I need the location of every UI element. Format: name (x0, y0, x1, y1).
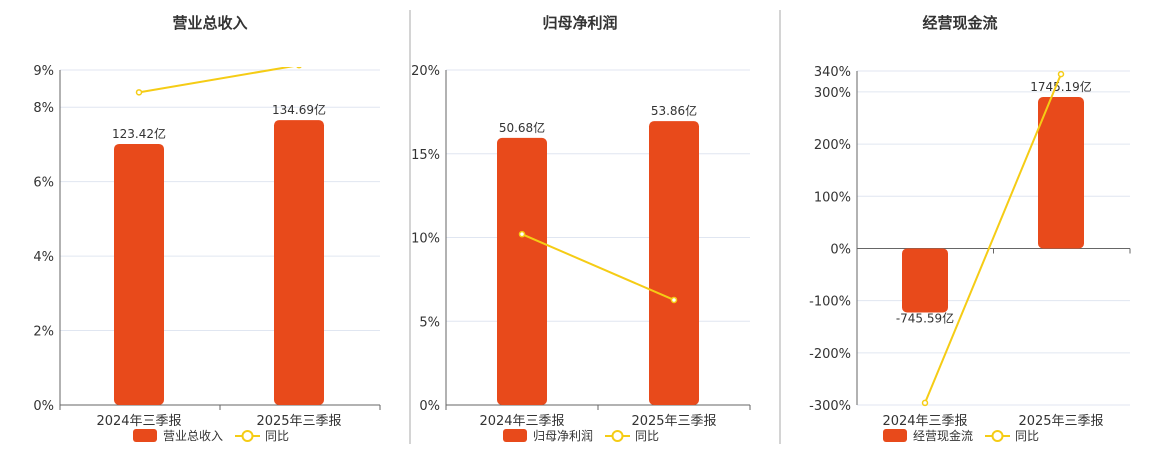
bar (497, 137, 547, 406)
legend-bar-swatch (503, 429, 527, 442)
y-tick-label: 2% (33, 325, 54, 340)
bar-data-label: 134.69亿 (272, 102, 326, 117)
chart-3: 经营现金流 -300% -200% -100% 0% 100% 200% 300% 340% 20… (809, 14, 1131, 443)
yoy-point (135, 89, 143, 96)
bar-data-label: 53.86亿 (651, 103, 697, 118)
line-series (921, 70, 1065, 407)
yoy-line (521, 233, 675, 301)
legend-bar-label: 营业总收入 (163, 429, 223, 443)
yoy-line (924, 73, 1062, 404)
y-tick-label: 0% (830, 242, 851, 257)
y-tick-label: 340% (814, 65, 851, 80)
yoy-point (1057, 70, 1065, 78)
bar (902, 248, 948, 313)
bar (274, 120, 324, 406)
legend-bar-label: 经营现金流 (913, 428, 973, 443)
legend-bar-label: 归母净利润 (533, 429, 593, 443)
y-tick-label: 100% (814, 190, 851, 205)
chart-1: 营业总收入 0% 2% 4% 6% 8% 9% 2024年三季报 2025年三季报 123.42亿… (33, 14, 381, 443)
bar-data-label: -745.59亿 (896, 310, 954, 325)
y-tick-label: 20% (411, 64, 440, 79)
legend-bar-swatch (133, 429, 157, 442)
bar-data-label: 123.42亿 (112, 126, 166, 141)
bar-data-label: 1745.19亿 (1030, 79, 1092, 94)
y-tick-label: 8% (33, 101, 54, 116)
chart-2: 归母净利润 0% 5% 10% 15% 20% 2024年三季报 2025年三季报 50.68亿… (411, 14, 751, 443)
y-tick-label: 10% (411, 232, 440, 247)
legend-line-label: 同比 (635, 429, 659, 443)
y-tick-label: -100% (809, 295, 851, 310)
y-tick-label: 0% (419, 399, 440, 414)
line-series (518, 230, 678, 304)
bar (1038, 97, 1084, 249)
x-tick-label: 2024年三季报 (96, 414, 181, 429)
y-tick-label: 4% (33, 250, 54, 265)
y-tick-label: -200% (809, 347, 851, 362)
x-tick-label: 2025年三季报 (256, 414, 341, 429)
chart-title: 经营现金流 (922, 14, 997, 32)
legend-line-marker (241, 430, 254, 442)
legend-line-marker (611, 430, 624, 442)
chart-title: 营业总收入 (172, 14, 247, 32)
y-tick-label: 300% (814, 86, 851, 101)
bar-data-label: 50.68亿 (499, 120, 545, 135)
chart-title: 归母净利润 (542, 14, 617, 32)
yoy-point (296, 67, 302, 69)
bar (114, 143, 164, 405)
y-tick-label: -300% (809, 399, 851, 414)
x-tick-label: 2025年三季报 (631, 414, 716, 429)
bar (649, 121, 699, 405)
y-tick-label: 9% (33, 64, 54, 79)
y-tick-label: 0% (33, 399, 54, 414)
yoy-point (670, 296, 678, 304)
y-tick-label: 200% (814, 138, 851, 153)
y-tick-label: 15% (411, 148, 440, 163)
yoy-point (921, 399, 929, 407)
legend-line-marker (991, 430, 1004, 442)
legend-line-label: 同比 (265, 429, 289, 443)
x-tick-label: 2024年三季报 (882, 414, 967, 429)
x-tick-label: 2024年三季报 (479, 414, 564, 429)
legend-line-label: 同比 (1015, 429, 1039, 443)
y-tick-label: 6% (33, 176, 54, 191)
yoy-line (138, 67, 295, 94)
line-series (135, 67, 302, 96)
yoy-point (518, 230, 526, 238)
x-tick-label: 2025年三季报 (1018, 414, 1103, 429)
legend-bar-swatch (883, 429, 907, 442)
y-tick-label: 5% (419, 315, 440, 330)
